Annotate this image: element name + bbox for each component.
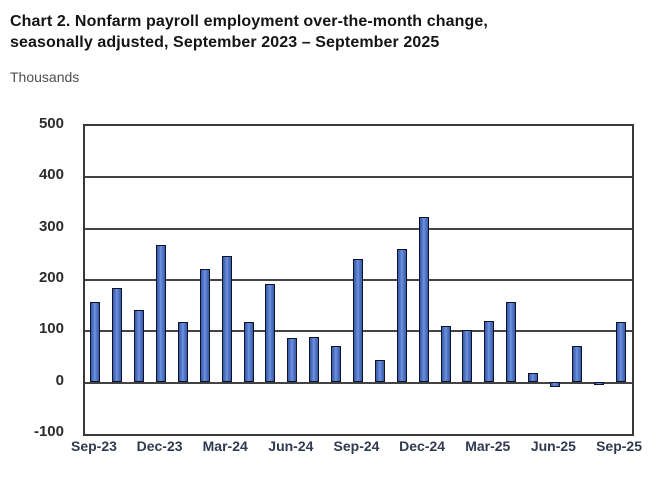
bar-Feb-25 <box>462 330 473 382</box>
bar-May-25 <box>528 372 539 382</box>
bar-Aug-25 <box>593 381 604 385</box>
y-axis-units-label: Thousands <box>10 69 80 85</box>
bar-Nov-23 <box>134 310 145 382</box>
bar-Mar-24 <box>221 256 232 382</box>
y-tick-label-100: 100 <box>38 320 64 338</box>
x-tick-label-Jun-25: Jun-25 <box>530 438 576 454</box>
bar-Sep-24 <box>353 259 363 382</box>
bar-Dec-23 <box>156 244 167 382</box>
x-tick-label-Mar-25: Mar-25 <box>465 438 511 454</box>
bar-May-24 <box>265 283 276 382</box>
chart-title-line1: Chart 2. Nonfarm payroll employment over… <box>10 13 488 30</box>
x-tick-label-Mar-24: Mar-24 <box>202 438 248 454</box>
bar-Apr-24 <box>243 322 254 382</box>
gridline-300 <box>85 227 632 230</box>
x-tick-label-Sep-24: Sep-24 <box>333 438 380 454</box>
y-axis: 500 400 300 200 100 0 -100 <box>0 0 64 480</box>
bar-Oct-24 <box>374 360 385 382</box>
y-tick-label--100: -100 <box>33 423 64 440</box>
bar-Sep-23 <box>90 302 101 382</box>
bar-Sep-25 <box>615 321 626 382</box>
x-tick-label-Jun-24: Jun-24 <box>268 438 314 454</box>
bar-Apr-25 <box>506 301 517 382</box>
y-tick-label-300: 300 <box>38 217 64 235</box>
chart-title-line2: seasonally adjusted, September 2023 – Se… <box>10 34 440 51</box>
bar-Jun-25 <box>549 381 560 388</box>
plot-area <box>83 124 634 436</box>
gridline-0 <box>85 381 632 384</box>
bar-Aug-24 <box>331 346 342 382</box>
chart-title: Chart 2. Nonfarm payroll employment over… <box>10 11 640 53</box>
x-tick-label-Dec-23: Dec-23 <box>136 438 183 454</box>
bar-Jul-25 <box>571 345 582 382</box>
bar-Jan-25 <box>440 325 451 382</box>
y-tick-label-400: 400 <box>38 166 64 184</box>
y-tick-label-0: 0 <box>55 371 64 389</box>
bar-Nov-24 <box>396 248 407 382</box>
bar-Oct-23 <box>112 288 123 382</box>
bar-Mar-25 <box>484 321 495 382</box>
bar-Jun-24 <box>287 338 298 382</box>
bar-Dec-24 <box>418 216 429 382</box>
bar-Feb-24 <box>199 268 210 382</box>
x-tick-label-Sep-25: Sep-25 <box>596 438 643 454</box>
bar-Jan-24 <box>177 321 188 382</box>
y-tick-label-200: 200 <box>38 269 64 286</box>
x-tick-label-Dec-24: Dec-24 <box>399 438 446 454</box>
y-tick-label-500: 500 <box>38 115 64 132</box>
gridline-400 <box>85 176 632 179</box>
bar-Jul-24 <box>309 337 320 382</box>
x-tick-label-Sep-23: Sep-23 <box>70 438 117 454</box>
